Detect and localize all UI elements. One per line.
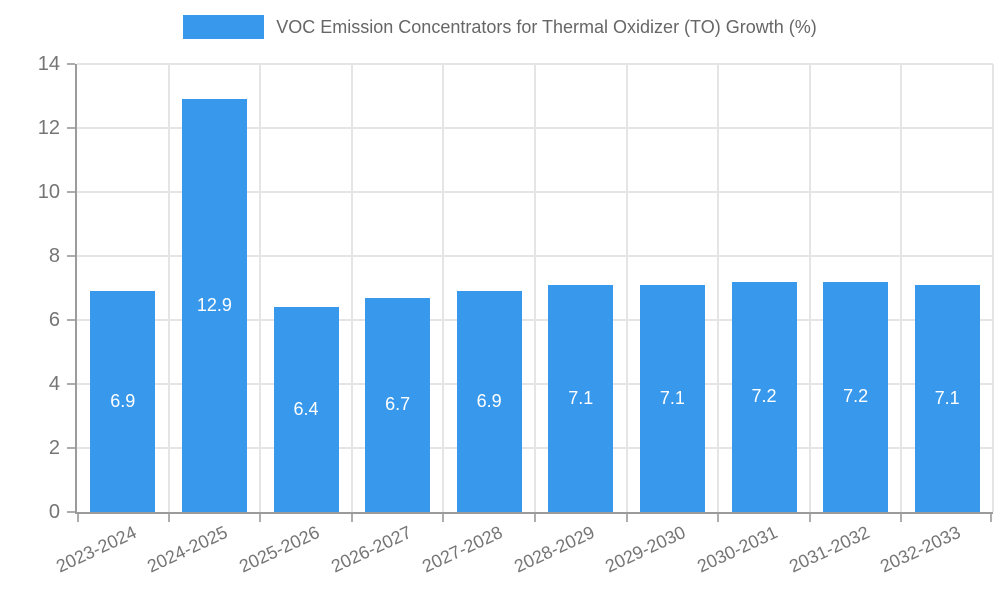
bar-value-label: 6.9: [110, 391, 136, 412]
bar: 7.1: [914, 284, 980, 512]
bar: 7.2: [731, 281, 797, 512]
y-axis-tick-label: 10: [37, 181, 60, 203]
gridline-vertical: [259, 64, 262, 512]
bar-value-label: 7.2: [843, 386, 869, 407]
bar: 7.1: [548, 284, 614, 512]
y-axis-tick-label: 2: [48, 437, 60, 459]
bar-value-label: 7.2: [751, 386, 777, 407]
x-axis-tick-mark: [259, 514, 262, 522]
x-axis-tick-label: 2025-2026: [235, 522, 323, 577]
gridline-vertical: [442, 64, 445, 512]
bar: 6.7: [365, 297, 431, 512]
x-axis-tick-mark: [808, 514, 811, 522]
x-axis-tick-mark: [167, 514, 170, 522]
y-axis-tick-mark: [67, 511, 75, 513]
x-axis-tick-label: 2032-2033: [877, 522, 964, 577]
bar: 7.2: [823, 281, 889, 512]
y-axis-tick-label: 8: [48, 245, 60, 267]
x-axis-tick-mark: [717, 514, 720, 522]
chart-legend[interactable]: VOC Emission Concentrators for Thermal O…: [0, 15, 1000, 39]
gridline-vertical: [167, 64, 170, 512]
x-axis-tick-mark: [442, 514, 445, 522]
y-axis-tick-label: 6: [48, 309, 60, 331]
gridline-vertical: [808, 64, 811, 512]
bar-value-label: 6.4: [293, 399, 319, 420]
x-axis-tick-label: 2026-2027: [327, 522, 415, 577]
x-axis-tick-label: 2028-2029: [510, 522, 598, 577]
gridline-vertical: [992, 64, 994, 512]
bar-value-label: 6.7: [385, 394, 411, 415]
bar: 12.9: [181, 99, 247, 512]
y-axis-tick-mark: [67, 319, 75, 321]
bar-value-label: 7.1: [568, 387, 594, 408]
bar: 6.4: [273, 307, 339, 512]
gridline-vertical: [534, 64, 536, 512]
y-axis-tick-mark: [67, 255, 75, 257]
bar-value-label: 7.1: [934, 387, 960, 408]
y-axis-tick-mark: [67, 383, 75, 385]
x-axis-tick-mark: [350, 514, 353, 522]
plot-area: 0 2 4 6 8 10 12 14 6.9 2023-2024 12.9 2024-2025 6.4 2…: [38, 54, 994, 577]
y-axis-tick-mark: [67, 63, 75, 65]
gridline-vertical: [625, 64, 628, 512]
bar-value-label: 12.9: [196, 295, 232, 316]
y-axis-tick-label: 14: [37, 53, 60, 75]
x-axis-tick-label: 2023-2024: [52, 522, 140, 577]
y-axis-tick-label: 12: [37, 117, 60, 139]
x-axis-tick-mark: [900, 514, 903, 522]
legend-label: VOC Emission Concentrators for Thermal O…: [276, 16, 817, 37]
y-axis-tick-mark: [67, 127, 75, 129]
x-axis-tick-label: 2031-2032: [785, 522, 873, 577]
x-axis-tick-mark: [534, 514, 536, 522]
x-axis-tick-mark: [77, 514, 79, 522]
x-axis-tick-label: 2029-2030: [602, 522, 689, 577]
gridline-vertical: [900, 64, 903, 512]
legend-swatch-icon: [183, 15, 265, 39]
gridline-vertical: [350, 64, 353, 512]
bar: 6.9: [456, 291, 522, 512]
x-axis-tick-label: 2024-2025: [144, 522, 231, 577]
x-axis-tick-label: 2030-2031: [693, 522, 781, 577]
gridline-vertical: [717, 64, 720, 512]
y-axis-tick-label: 0: [48, 501, 60, 523]
bar: 6.9: [90, 291, 156, 512]
y-axis-tick-mark: [67, 191, 75, 193]
y-axis-tick-mark: [67, 447, 75, 449]
y-axis-tick-label: 4: [48, 373, 60, 395]
x-axis-tick-label: 2027-2028: [419, 522, 506, 577]
x-axis-tick-mark: [625, 514, 628, 522]
bar-value-label: 6.9: [476, 391, 502, 412]
bar: 7.1: [639, 284, 705, 512]
x-axis-tick-mark: [990, 514, 992, 522]
bar-value-label: 7.1: [659, 387, 685, 408]
